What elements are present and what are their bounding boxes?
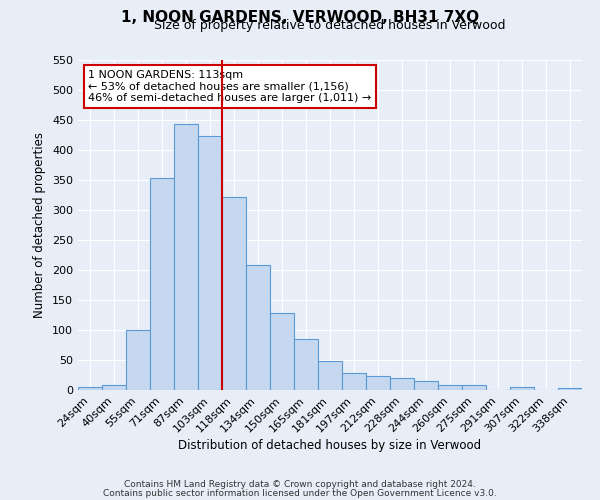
Bar bbox=[438, 385, 462, 390]
Bar bbox=[342, 372, 366, 390]
Bar bbox=[126, 330, 150, 390]
Bar bbox=[318, 361, 342, 390]
Bar bbox=[294, 339, 318, 390]
Bar bbox=[222, 198, 246, 390]
Bar bbox=[390, 378, 414, 390]
Text: Contains HM Land Registry data © Crown copyright and database right 2024.: Contains HM Land Registry data © Crown c… bbox=[124, 480, 476, 489]
Y-axis label: Number of detached properties: Number of detached properties bbox=[34, 132, 46, 318]
Title: Size of property relative to detached houses in Verwood: Size of property relative to detached ho… bbox=[154, 20, 506, 32]
Bar bbox=[246, 264, 270, 390]
Bar bbox=[558, 388, 582, 390]
Text: 1, NOON GARDENS, VERWOOD, BH31 7XQ: 1, NOON GARDENS, VERWOOD, BH31 7XQ bbox=[121, 10, 479, 25]
Bar bbox=[414, 381, 438, 390]
Bar bbox=[150, 178, 174, 390]
Bar bbox=[198, 136, 222, 390]
Text: Contains public sector information licensed under the Open Government Licence v3: Contains public sector information licen… bbox=[103, 489, 497, 498]
Bar bbox=[78, 387, 102, 390]
Bar bbox=[102, 385, 126, 390]
Bar bbox=[510, 387, 534, 390]
Text: 1 NOON GARDENS: 113sqm
← 53% of detached houses are smaller (1,156)
46% of semi-: 1 NOON GARDENS: 113sqm ← 53% of detached… bbox=[88, 70, 371, 103]
Bar bbox=[270, 312, 294, 390]
Bar bbox=[366, 376, 390, 390]
Bar bbox=[174, 124, 198, 390]
Bar bbox=[462, 384, 486, 390]
X-axis label: Distribution of detached houses by size in Verwood: Distribution of detached houses by size … bbox=[178, 440, 482, 452]
